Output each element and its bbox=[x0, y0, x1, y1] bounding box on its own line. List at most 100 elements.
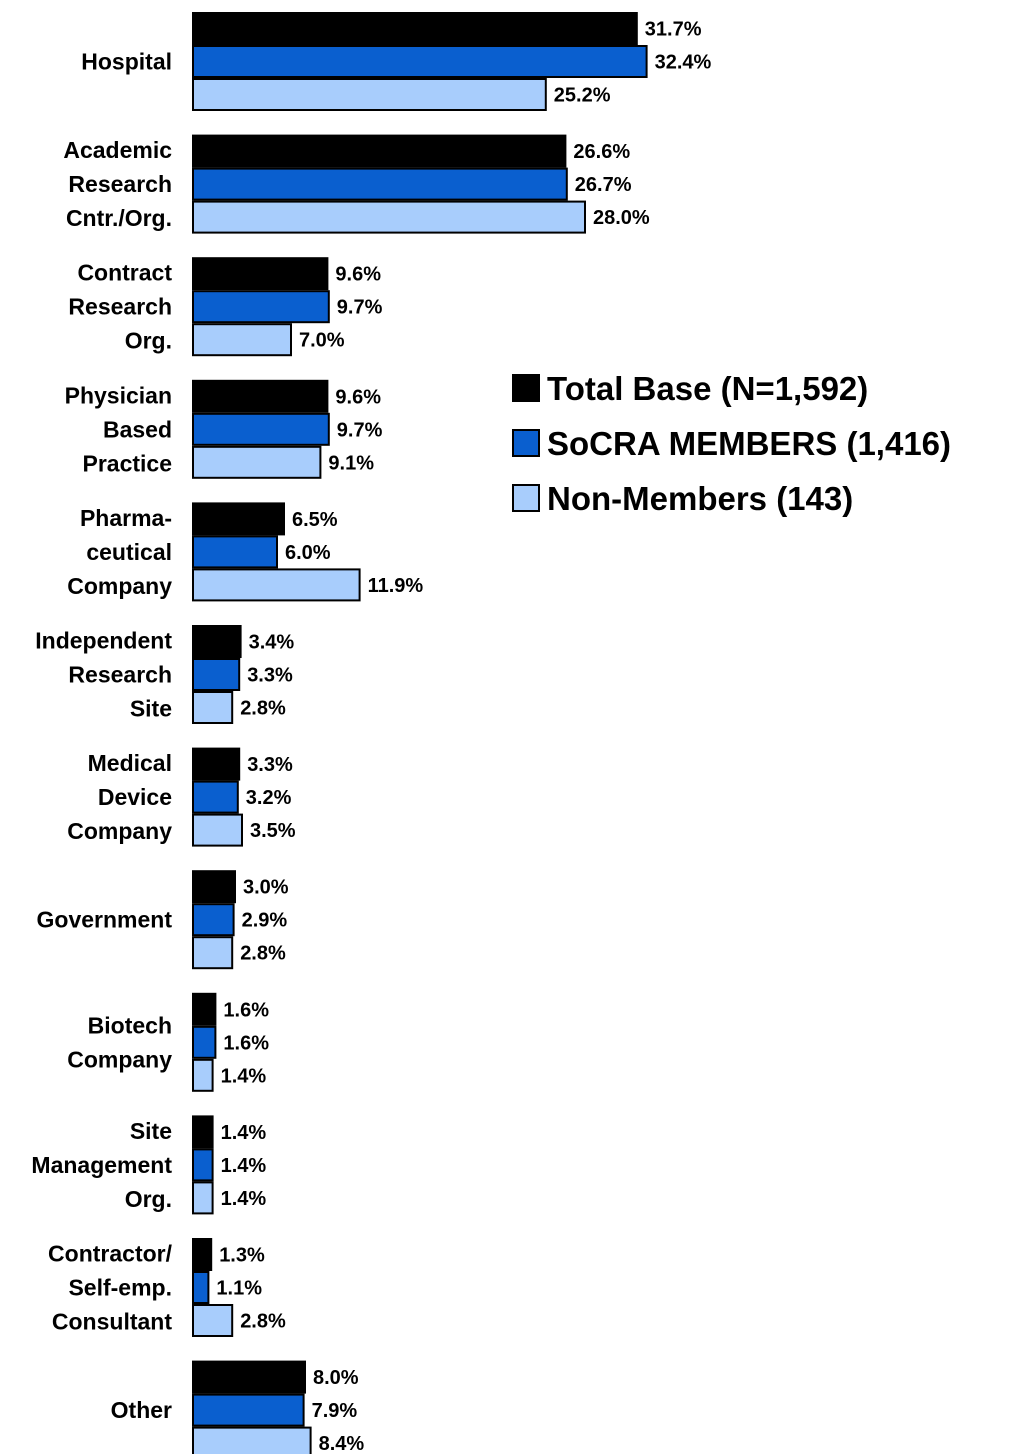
bar-members-11 bbox=[192, 1393, 305, 1427]
bar-nonmembers-9 bbox=[192, 1181, 214, 1215]
category-label: Academic bbox=[63, 137, 172, 163]
category-label: Company bbox=[67, 1046, 172, 1072]
value-label: 1.4% bbox=[221, 1188, 267, 1210]
bar-nonmembers-0 bbox=[192, 78, 547, 111]
category-label: Research bbox=[68, 171, 172, 197]
bar-members-3 bbox=[192, 412, 330, 446]
category-label: Practice bbox=[82, 450, 172, 476]
legend-label: Non-Members (143) bbox=[547, 480, 853, 517]
category-label: Site bbox=[130, 1118, 172, 1144]
bar-nonmembers-3 bbox=[192, 445, 322, 479]
bar-total-2 bbox=[192, 257, 329, 291]
value-label: 9.7% bbox=[337, 419, 383, 441]
bar-total-4 bbox=[192, 502, 285, 536]
category-label: Research bbox=[68, 294, 172, 320]
category-label: Company bbox=[67, 573, 172, 599]
bar-nonmembers-8 bbox=[192, 1058, 214, 1092]
value-label: 9.7% bbox=[337, 297, 383, 319]
value-label: 3.4% bbox=[249, 632, 295, 654]
category-label: Self-emp. bbox=[68, 1275, 172, 1301]
category-label: Consultant bbox=[52, 1309, 172, 1335]
value-label: 7.9% bbox=[312, 1400, 358, 1422]
category-label: Pharma- bbox=[80, 505, 172, 531]
bar-members-7 bbox=[192, 903, 235, 937]
value-label: 26.6% bbox=[573, 141, 630, 163]
bar-total-3 bbox=[192, 379, 329, 413]
bar-nonmembers-2 bbox=[192, 323, 292, 357]
category-label: Based bbox=[103, 416, 172, 442]
value-label: 1.4% bbox=[221, 1155, 267, 1177]
category-label: Hospital bbox=[81, 49, 172, 75]
category-label: Org. bbox=[125, 328, 172, 354]
value-label: 3.2% bbox=[246, 787, 292, 809]
bar-total-7 bbox=[192, 870, 236, 904]
category-label: Contract bbox=[77, 260, 172, 286]
bar-members-0 bbox=[192, 45, 648, 78]
legend-label: Total Base (N=1,592) bbox=[547, 370, 868, 407]
category-label: Biotech bbox=[88, 1012, 172, 1038]
bar-members-10 bbox=[192, 1271, 210, 1304]
bar-total-5 bbox=[192, 625, 242, 658]
value-labels-layer: 31.7% 32.4% 25.2% 26.6% 26.7% 28.0% 9.6% 9.7% 7.… bbox=[216, 19, 711, 1454]
value-label: 1.6% bbox=[223, 1032, 269, 1054]
value-label: 8.0% bbox=[313, 1367, 359, 1389]
value-label: 6.5% bbox=[292, 509, 338, 531]
value-label: 3.5% bbox=[250, 820, 296, 842]
value-label: 2.8% bbox=[240, 1311, 286, 1333]
bar-total-1 bbox=[192, 134, 567, 168]
bar-members-4 bbox=[192, 535, 278, 569]
value-label: 32.4% bbox=[655, 52, 712, 74]
bar-nonmembers-5 bbox=[192, 691, 234, 724]
bar-total-9 bbox=[192, 1115, 214, 1149]
value-label: 11.9% bbox=[368, 575, 424, 597]
category-label: ceutical bbox=[86, 539, 172, 565]
bar-members-2 bbox=[192, 290, 330, 324]
category-label: Device bbox=[98, 784, 172, 810]
value-label: 25.2% bbox=[554, 85, 611, 107]
category-label: Management bbox=[31, 1152, 172, 1178]
bar-nonmembers-11 bbox=[192, 1426, 312, 1454]
value-label: 28.0% bbox=[593, 207, 650, 229]
bar-total-6 bbox=[192, 747, 241, 781]
legend-label: SoCRA MEMBERS (1,416) bbox=[547, 425, 951, 462]
category-label: Other bbox=[111, 1397, 172, 1423]
category-label: Org. bbox=[125, 1186, 172, 1212]
value-label: 1.1% bbox=[216, 1278, 262, 1300]
bars-layer bbox=[192, 12, 648, 1454]
legend-swatch bbox=[512, 484, 540, 512]
value-label: 1.4% bbox=[221, 1065, 267, 1087]
category-label: Company bbox=[67, 818, 172, 844]
bar-total-8 bbox=[192, 992, 217, 1026]
value-label: 3.3% bbox=[247, 754, 293, 776]
bar-nonmembers-7 bbox=[192, 936, 234, 970]
value-label: 1.6% bbox=[223, 999, 269, 1021]
bar-members-1 bbox=[192, 167, 568, 201]
bar-nonmembers-4 bbox=[192, 568, 361, 602]
value-label: 9.1% bbox=[328, 452, 374, 474]
value-label: 9.6% bbox=[335, 264, 381, 286]
bar-total-0 bbox=[192, 12, 638, 45]
value-label: 2.8% bbox=[240, 698, 286, 720]
category-label: Physician bbox=[65, 382, 172, 408]
legend-swatch bbox=[512, 374, 540, 402]
value-label: 3.3% bbox=[247, 665, 293, 687]
category-label: Research bbox=[68, 662, 172, 688]
category-label: Medical bbox=[88, 750, 172, 776]
category-labels-layer: Hospital Academic Research Cntr./Org. Contra… bbox=[31, 49, 172, 1424]
value-label: 9.6% bbox=[335, 386, 381, 408]
category-label: Government bbox=[37, 907, 173, 933]
value-label: 31.7% bbox=[645, 19, 702, 41]
category-label: Site bbox=[130, 696, 172, 722]
bar-total-11 bbox=[192, 1360, 306, 1394]
bar-nonmembers-10 bbox=[192, 1304, 234, 1337]
value-label: 26.7% bbox=[575, 174, 632, 196]
value-label: 2.8% bbox=[240, 943, 286, 965]
bar-nonmembers-6 bbox=[192, 813, 243, 847]
bar-members-6 bbox=[192, 780, 239, 814]
bar-total-10 bbox=[192, 1238, 213, 1271]
bar-members-8 bbox=[192, 1025, 217, 1059]
value-label: 6.0% bbox=[285, 542, 331, 564]
category-label: Cntr./Org. bbox=[66, 205, 172, 231]
value-label: 3.0% bbox=[243, 877, 289, 899]
